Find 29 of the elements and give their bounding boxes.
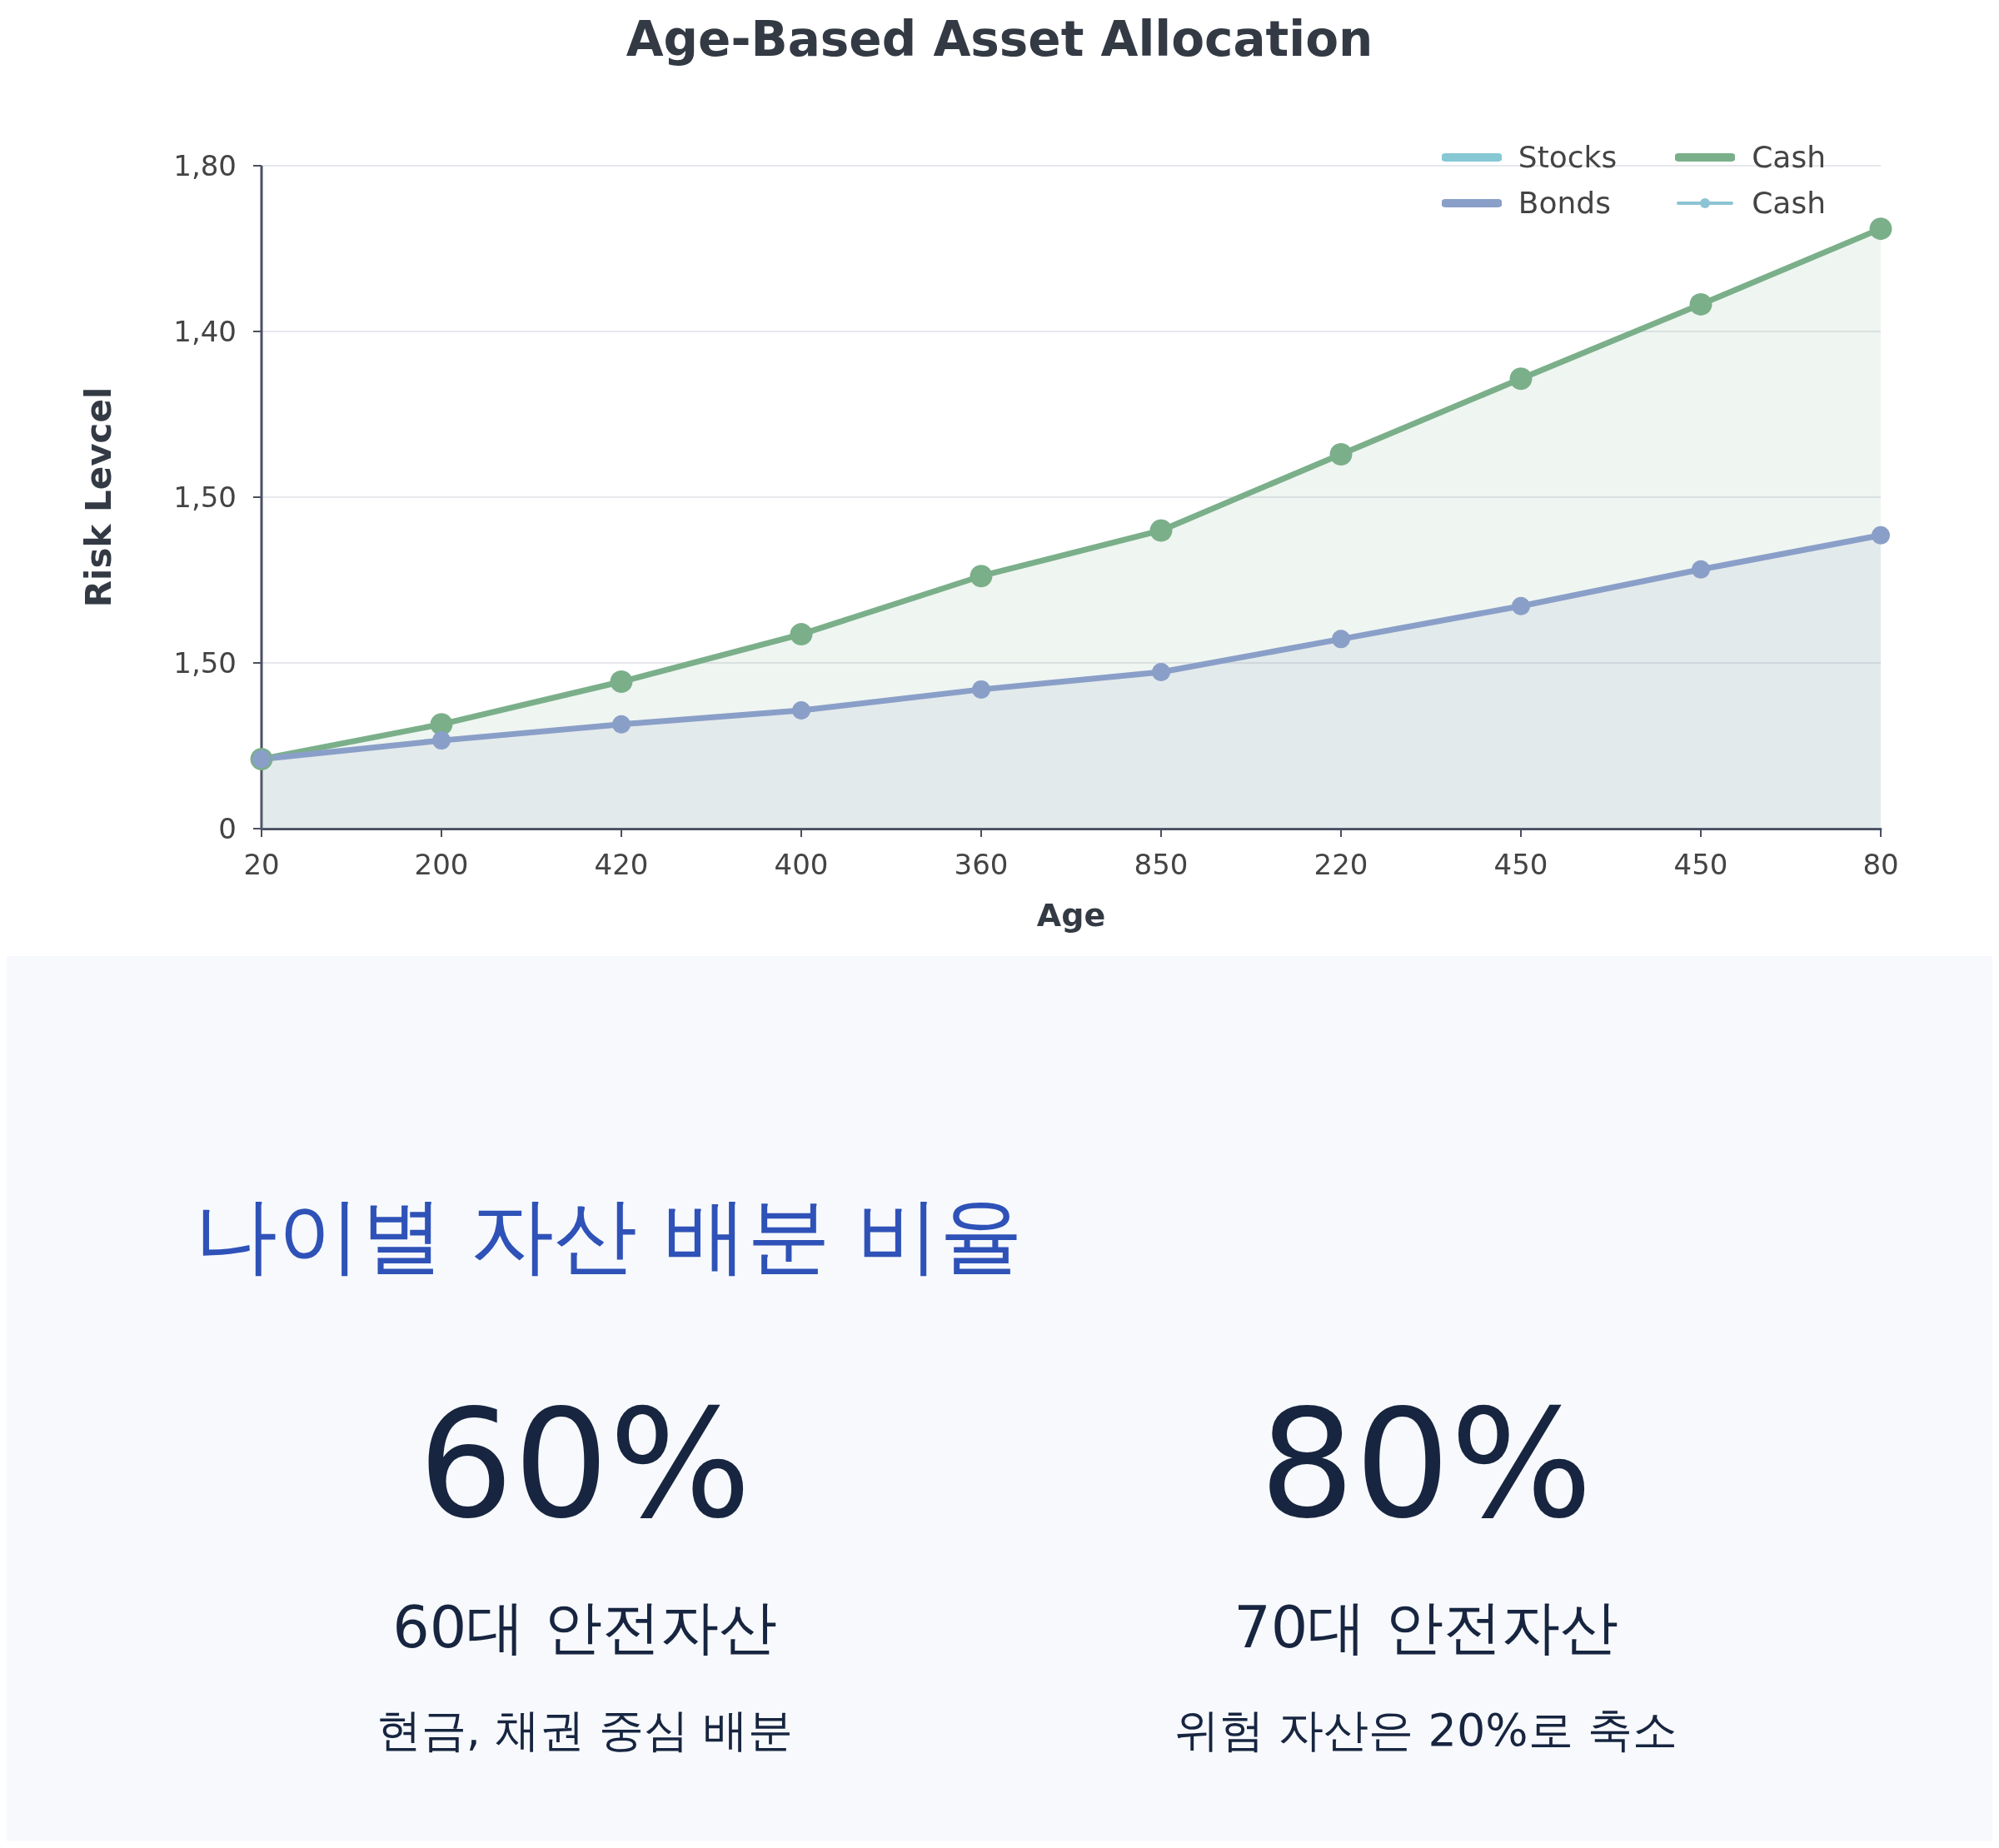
x-tick-label: 450 <box>1673 848 1728 881</box>
x-tick-label: 20 <box>243 848 280 881</box>
text: 위험 자산은 20%로 축소 <box>1174 1703 1678 1758</box>
legend-label: Cash <box>1752 140 1826 174</box>
text: 나이별 자산 배분 비율 <box>194 1186 1024 1286</box>
text: 80% <box>1258 1376 1594 1552</box>
text: 1,80 <box>173 149 237 182</box>
x-tick-label: 200 <box>414 848 469 881</box>
chart-title: Age-Based Asset Allocation <box>626 11 1373 67</box>
x-tick-label: 450 <box>1493 848 1548 881</box>
x-axis-title: Age <box>1036 897 1106 934</box>
text: 60% <box>416 1376 753 1552</box>
text: 1,50 <box>173 481 237 514</box>
legend-label: Stocks <box>1518 140 1618 174</box>
x-tick-label: 360 <box>954 848 1009 881</box>
text: 60대 안전자산 <box>391 1592 778 1663</box>
x-tick-label: 420 <box>594 848 649 881</box>
text: 1,40 <box>173 315 237 348</box>
text: 현금, 채권 중심 배분 <box>375 1703 795 1758</box>
x-tick-label: 80 <box>1862 848 1899 881</box>
x-tick-label: 850 <box>1134 848 1189 881</box>
legend-label: Bonds <box>1518 186 1611 220</box>
x-tick-label: 400 <box>774 848 829 881</box>
x-tick-label: 220 <box>1314 848 1368 881</box>
text: 1,50 <box>173 646 237 680</box>
text: 0 <box>218 812 237 845</box>
text: 70대 안전자산 <box>1233 1592 1619 1663</box>
legend-label: Cash <box>1752 186 1826 220</box>
y-axis-title: Risk Levcel <box>77 386 119 608</box>
